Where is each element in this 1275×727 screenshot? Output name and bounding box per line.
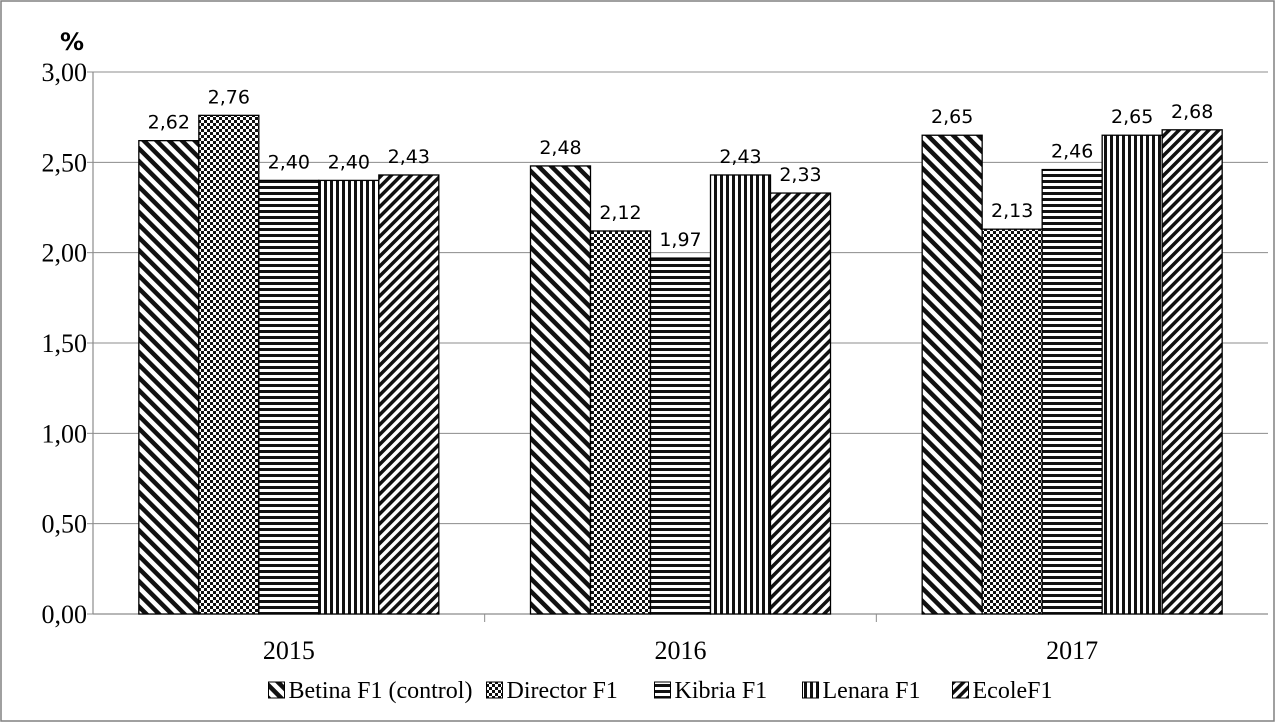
data-label: 2,43	[388, 146, 430, 168]
y-tick-label: 3,00	[42, 58, 88, 87]
data-label: 2,40	[268, 151, 310, 173]
y-tick-label: 0,00	[42, 600, 88, 629]
y-tick-label: 0,50	[42, 510, 88, 539]
bar-2017-kibria-f1	[1041, 168, 1103, 615]
legend-label: Lenara F1	[823, 678, 921, 704]
legend-label: Kibria F1	[675, 678, 768, 704]
bar-2015-betina-f1-control	[138, 140, 200, 615]
data-label: 2,48	[539, 137, 581, 159]
legend-swatch	[486, 681, 503, 699]
y-tick-label: 1,50	[42, 329, 88, 358]
bar-2015-kibria-f1	[258, 179, 320, 615]
legend: Betina F1 (control) Director F1 Kibria F1 L…	[268, 678, 1053, 704]
data-label: 2,43	[719, 146, 761, 168]
axes: 0,00 0,50 1,00 1,50 2,00 2,50 3,00 2015 2016 2017	[42, 58, 1268, 665]
data-label: 1,97	[659, 229, 701, 251]
data-label: 2,65	[1111, 106, 1153, 128]
data-label: 2,40	[328, 151, 370, 173]
legend-label: EcoleF1	[973, 678, 1053, 704]
bar-2017-betina-f1-control	[921, 134, 983, 615]
bar-2017-ecolef1	[1161, 129, 1223, 615]
data-label: 2,68	[1171, 101, 1213, 123]
data-label: 2,13	[991, 200, 1033, 222]
bar-2016-lenara-f1	[709, 174, 772, 615]
x-category-label: 2015	[263, 636, 315, 665]
x-category-label: 2017	[1046, 636, 1098, 665]
x-category-label: 2016	[655, 636, 707, 665]
data-labels: 2,62 2,76 2,40 2,40 2,43 2,48 2,12 1,97 2,43 2,33…	[148, 86, 1214, 251]
y-unit-label: %	[60, 28, 84, 56]
data-label: 2,65	[931, 106, 973, 128]
data-label: 2,46	[1051, 141, 1093, 163]
bar-2015-lenara-f1	[318, 179, 380, 615]
data-label: 2,62	[148, 112, 190, 134]
bar-2017-lenara-f1	[1101, 134, 1163, 615]
bar-2017-director-f1	[981, 228, 1043, 615]
bar-2016-ecolef1	[769, 192, 832, 615]
y-tick-label: 2,50	[42, 148, 88, 177]
legend-swatch	[654, 681, 671, 699]
data-label: 2,33	[779, 164, 821, 186]
bar-2015-ecolef1	[378, 174, 440, 615]
bar-2016-betina-f1-control	[529, 165, 592, 615]
bar-2015-director-f1	[198, 114, 260, 615]
legend-swatch	[268, 681, 285, 699]
legend-swatch	[802, 681, 819, 699]
legend-label: Director F1	[507, 678, 618, 704]
data-label: 2,12	[599, 202, 641, 224]
data-label: 2,76	[208, 86, 250, 108]
legend-label: Betina F1 (control)	[289, 678, 473, 704]
bar-2016-director-f1	[589, 230, 652, 615]
legend-swatch	[952, 681, 969, 699]
bars	[138, 114, 1223, 615]
y-tick-label: 2,00	[42, 239, 88, 268]
y-tick-label: 1,00	[42, 419, 88, 448]
bar-2016-kibria-f1	[649, 257, 712, 615]
